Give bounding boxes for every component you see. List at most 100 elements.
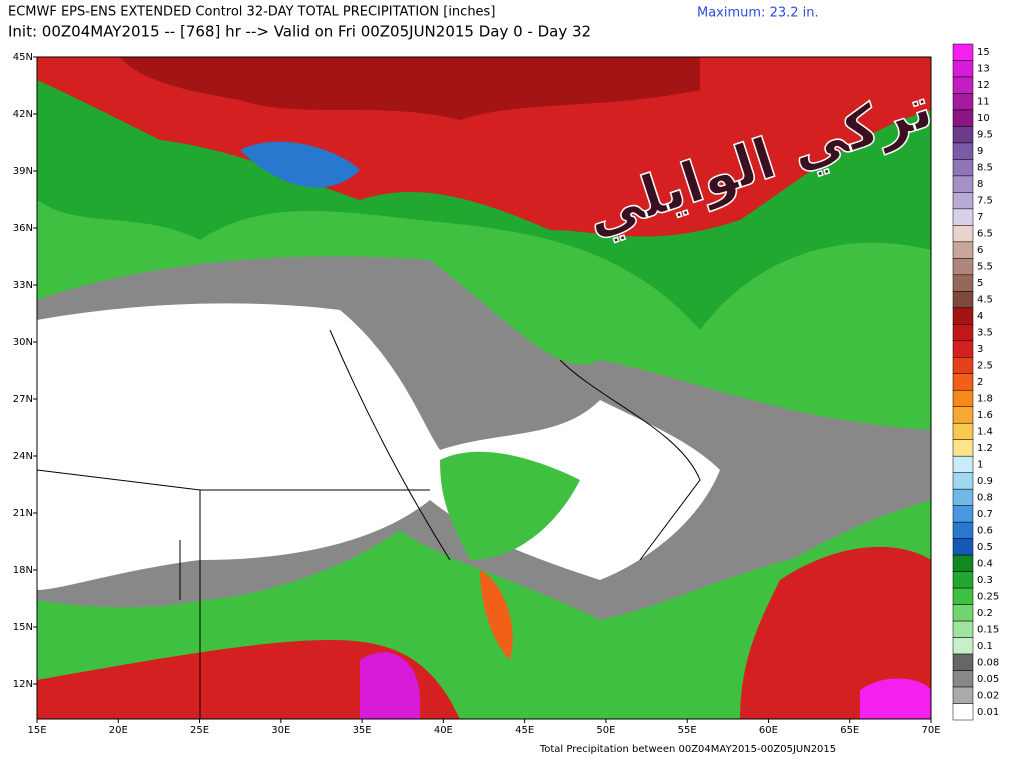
lon-label: 25E [190,725,209,736]
colorbar-label: 13 [977,64,990,75]
colorbar-box [952,109,974,127]
lat-label: 27N [13,394,33,405]
lat-label: 15N [13,622,33,633]
colorbar-box [952,554,974,572]
lat-label: 18N [13,565,33,576]
colorbar-box [952,208,974,226]
colorbar-box [952,670,974,688]
colorbar-box [952,422,974,440]
lon-label: 55E [678,725,697,736]
lon-label: 30E [271,725,290,736]
colorbar-label: 0.5 [977,542,993,553]
colorbar-box [952,439,974,457]
colorbar-label: 3.5 [977,328,993,339]
colorbar-label: 8 [977,179,983,190]
lon-label: 70E [921,725,940,736]
lat-label: 12N [13,679,33,690]
colorbar-label: 4 [977,311,983,322]
colorbar-box [952,686,974,704]
colorbar-label: 1.4 [977,426,993,437]
colorbar-box [952,455,974,473]
colorbar-box [952,324,974,342]
lat-label: 39N [13,166,33,177]
colorbar-label: 0.15 [977,624,999,635]
colorbar-box [952,373,974,391]
colorbar-box [952,43,974,61]
colorbar-label: 0.05 [977,674,999,685]
colorbar-label: 2 [977,377,983,388]
colorbar-box [952,521,974,539]
colorbar-box [952,258,974,276]
maximum: Maximum: 23.2 in. [697,6,819,21]
subtitle: Init: 00Z04MAY2015 -- [768] hr --> Valid… [8,23,591,41]
colorbar-box [952,587,974,605]
colorbar-box [952,604,974,622]
lon-label: 65E [840,725,859,736]
lon-label: 15E [27,725,46,736]
lat-label: 42N [13,109,33,120]
colorbar-label: 1 [977,459,983,470]
colorbar-label: 0.01 [977,707,999,718]
colorbar-label: 0.3 [977,575,993,586]
colorbar-label: 9.5 [977,130,993,141]
colorbar-label: 0.25 [977,591,999,602]
colorbar-box [952,406,974,424]
colorbar-label: 7.5 [977,196,993,207]
footer: Total Precipitation between 00Z04MAY2015… [539,744,836,755]
colorbar-label: 9 [977,146,983,157]
colorbar-label: 5.5 [977,262,993,273]
lat-label: 45N [13,52,33,63]
lat-label: 24N [13,451,33,462]
colorbar-box [952,340,974,358]
colorbar-label: 6.5 [977,229,993,240]
colorbar-box [952,93,974,111]
colorbar-label: 7 [977,212,983,223]
lon-label: 50E [596,725,615,736]
colorbar-label: 0.1 [977,641,993,652]
colorbar-box [952,637,974,655]
colorbar-box [952,505,974,523]
colorbar-box [952,357,974,375]
colorbar-label: 8.5 [977,163,993,174]
colorbar: 15131211109.598.587.576.565.554.543.532.… [952,43,999,721]
colorbar-box [952,620,974,638]
colorbar-label: 0.6 [977,525,993,536]
colorbar-label: 11 [977,97,990,108]
colorbar-label: 10 [977,113,990,124]
colorbar-label: 6 [977,245,983,256]
precip-map [37,57,931,719]
colorbar-box [952,653,974,671]
colorbar-box [952,538,974,556]
title: ECMWF EPS-ENS EXTENDED Control 32-DAY TO… [8,5,495,20]
colorbar-label: 0.8 [977,492,993,503]
colorbar-box [952,159,974,177]
lat-label: 30N [13,337,33,348]
colorbar-box [952,126,974,144]
colorbar-label: 15 [977,47,990,58]
colorbar-label: 1.8 [977,393,993,404]
colorbar-label: 1.6 [977,410,993,421]
map-frame [36,56,932,720]
axes: 45N 42N 39N 36N 33N 30N 27N 24N 21N 18N 15N 12N 15E 2… [13,52,941,736]
colorbar-label: 3 [977,344,983,355]
colorbar-label: 0.4 [977,558,993,569]
colorbar-box [952,76,974,94]
lat-label: 33N [13,280,33,291]
lon-label: 20E [109,725,128,736]
colorbar-box [952,274,974,292]
colorbar-box [952,307,974,325]
colorbar-box [952,241,974,259]
colorbar-box [952,175,974,193]
colorbar-label: 12 [977,80,990,91]
colorbar-box [952,488,974,506]
colorbar-label: 0.02 [977,690,999,701]
colorbar-box [952,225,974,243]
colorbar-label: 0.9 [977,476,993,487]
colorbar-box [952,142,974,160]
colorbar-label: 1.2 [977,443,993,454]
colorbar-label: 5 [977,278,983,289]
colorbar-box [952,703,974,721]
colorbar-label: 0.08 [977,657,999,668]
